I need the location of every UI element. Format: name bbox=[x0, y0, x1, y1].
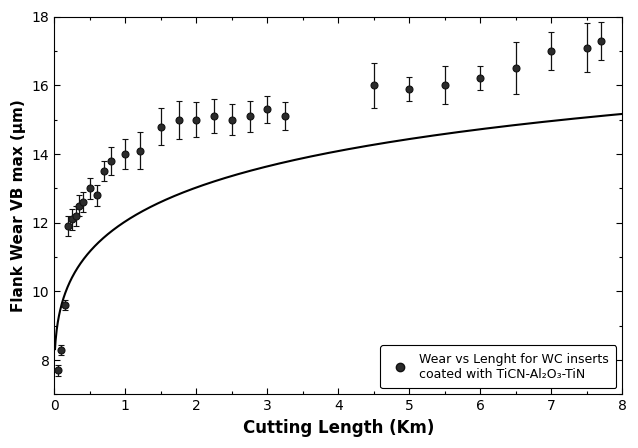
X-axis label: Cutting Length (Km): Cutting Length (Km) bbox=[242, 419, 434, 437]
Legend: Wear vs Lenght for WC inserts
coated with TiCN-Al₂O₃-TiN: Wear vs Lenght for WC inserts coated wit… bbox=[380, 345, 616, 388]
Y-axis label: Flank Wear VB max (μm): Flank Wear VB max (μm) bbox=[11, 99, 26, 312]
